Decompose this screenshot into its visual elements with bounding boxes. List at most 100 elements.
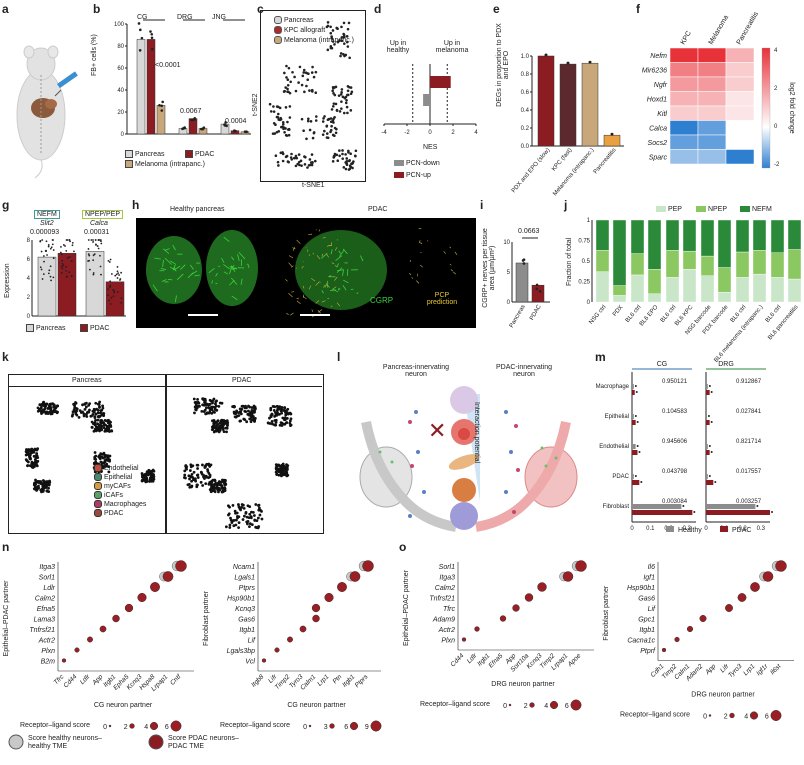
g-point: [115, 273, 118, 276]
i-ytick-label: 0: [507, 300, 511, 306]
k-cell-point: [219, 420, 223, 424]
g-point: [98, 239, 101, 241]
m-pval: 0.017557: [736, 469, 762, 475]
k-cell-point: [143, 479, 147, 483]
j-bar-segment: [787, 278, 802, 303]
k-cell-point: [210, 480, 213, 484]
c-point: [286, 90, 289, 94]
n-left-col-label: Ldlr: [79, 673, 92, 686]
c-point: [323, 129, 326, 133]
l-title-pancreas: Pancreas-innervating neuron: [382, 364, 450, 378]
c-point: [286, 120, 289, 124]
h-nerve-fiber: [339, 249, 345, 257]
k-cell-point: [94, 412, 98, 416]
h-pcp-pdac: [419, 240, 421, 243]
o-right-col-label: App: [704, 663, 718, 677]
g-point: [108, 261, 111, 263]
m-row-label: Endothelial: [599, 444, 629, 450]
k-cell-point: [214, 404, 218, 408]
g-bar: [105, 281, 125, 317]
f-cell: [725, 76, 755, 92]
g-point: [46, 254, 48, 256]
g-point: [107, 294, 109, 297]
k-cell-point: [275, 413, 279, 417]
c-point: [277, 118, 281, 121]
c-point: [325, 132, 329, 135]
c-point: [282, 122, 285, 126]
c-point: [332, 105, 335, 108]
k-cell-point: [98, 400, 102, 404]
j-bar-segment: [787, 219, 802, 250]
k-cell-point: [107, 470, 111, 474]
k-cell-point: [237, 521, 241, 525]
e-ylabel: DEGs in proportion to PDX and EPO: [496, 23, 510, 107]
h-pcp-pdac: [443, 251, 446, 254]
d-xtick-label: -2: [404, 130, 410, 136]
i-bar: [515, 262, 529, 303]
k-cell-point: [31, 463, 35, 467]
c-point: [344, 101, 348, 105]
k-cell-point: [106, 459, 110, 462]
k-cell-point: [205, 462, 209, 466]
c-point: [335, 26, 339, 30]
o-right-legend-tick: 6: [765, 714, 769, 721]
k-cell-point: [182, 476, 186, 479]
c-point: [329, 44, 333, 48]
c-point: [286, 87, 289, 91]
h-scalebar-healthy: [188, 314, 218, 316]
k-cell-point: [85, 415, 89, 418]
h-nerve-fiber: [342, 269, 344, 276]
h-pcp-healthy: [312, 253, 315, 255]
panel-d: Up in healthy Up in melanoma -4 -2 0 2 4 NES…: [376, 14, 486, 194]
m-legend-healthy: Healthy: [678, 527, 702, 534]
m-pval: 0.821714: [736, 439, 762, 445]
f-cell: [697, 105, 727, 121]
g-point: [109, 285, 111, 288]
h-nerve-fiber: [211, 280, 213, 284]
c-point: [275, 105, 279, 108]
k-cell-point: [239, 410, 243, 413]
k-cell-point: [102, 426, 106, 430]
k-cell-point: [106, 418, 110, 422]
g-point: [47, 244, 50, 246]
c-point: [314, 70, 318, 74]
o-right-col-label: Tyro3: [727, 663, 744, 680]
k-cell-point: [208, 488, 212, 492]
c-point: [326, 136, 330, 140]
k-cell-point: [209, 399, 213, 403]
f-cell: [697, 120, 727, 136]
g-point: [52, 257, 55, 260]
k-cell-point: [95, 407, 99, 411]
c-point: [305, 84, 308, 88]
k-cell-point: [274, 467, 278, 471]
j-bar-segment: [647, 293, 662, 303]
j-legend-npep: NPEP: [696, 206, 727, 213]
k-cell-point: [257, 506, 261, 510]
h-pcp-healthy: [308, 285, 312, 290]
m-point: [634, 475, 637, 477]
j-bar-segment: [752, 250, 767, 275]
j-bar-segment: [630, 274, 645, 303]
h-nerve-fiber: [223, 236, 230, 242]
g-point: [71, 241, 74, 244]
m-xtick-label: 0.3: [757, 526, 766, 532]
g-point: [50, 246, 53, 249]
o-left-row-label: Calm2: [435, 585, 455, 592]
c-point: [306, 78, 310, 82]
g-point: [41, 239, 44, 241]
k-title-pancreas: Pancreas: [72, 377, 102, 384]
o-left-legend-dot: [549, 700, 559, 710]
k-cell-point: [204, 465, 207, 468]
g-point: [47, 245, 50, 248]
k-cell-point: [254, 503, 258, 506]
k-legend-item: Epithelial: [94, 473, 146, 482]
k-cell-point: [72, 402, 76, 406]
k-cell-point: [93, 455, 97, 459]
b-point: [149, 30, 152, 33]
h-pcp-healthy: [332, 286, 337, 290]
o-right-dot-pdac: [750, 582, 760, 592]
k-cell-point: [284, 413, 288, 417]
h-nerve-fiber: [152, 284, 158, 292]
c-point: [331, 40, 335, 43]
n-right-col-label: Ptprs: [354, 673, 370, 689]
